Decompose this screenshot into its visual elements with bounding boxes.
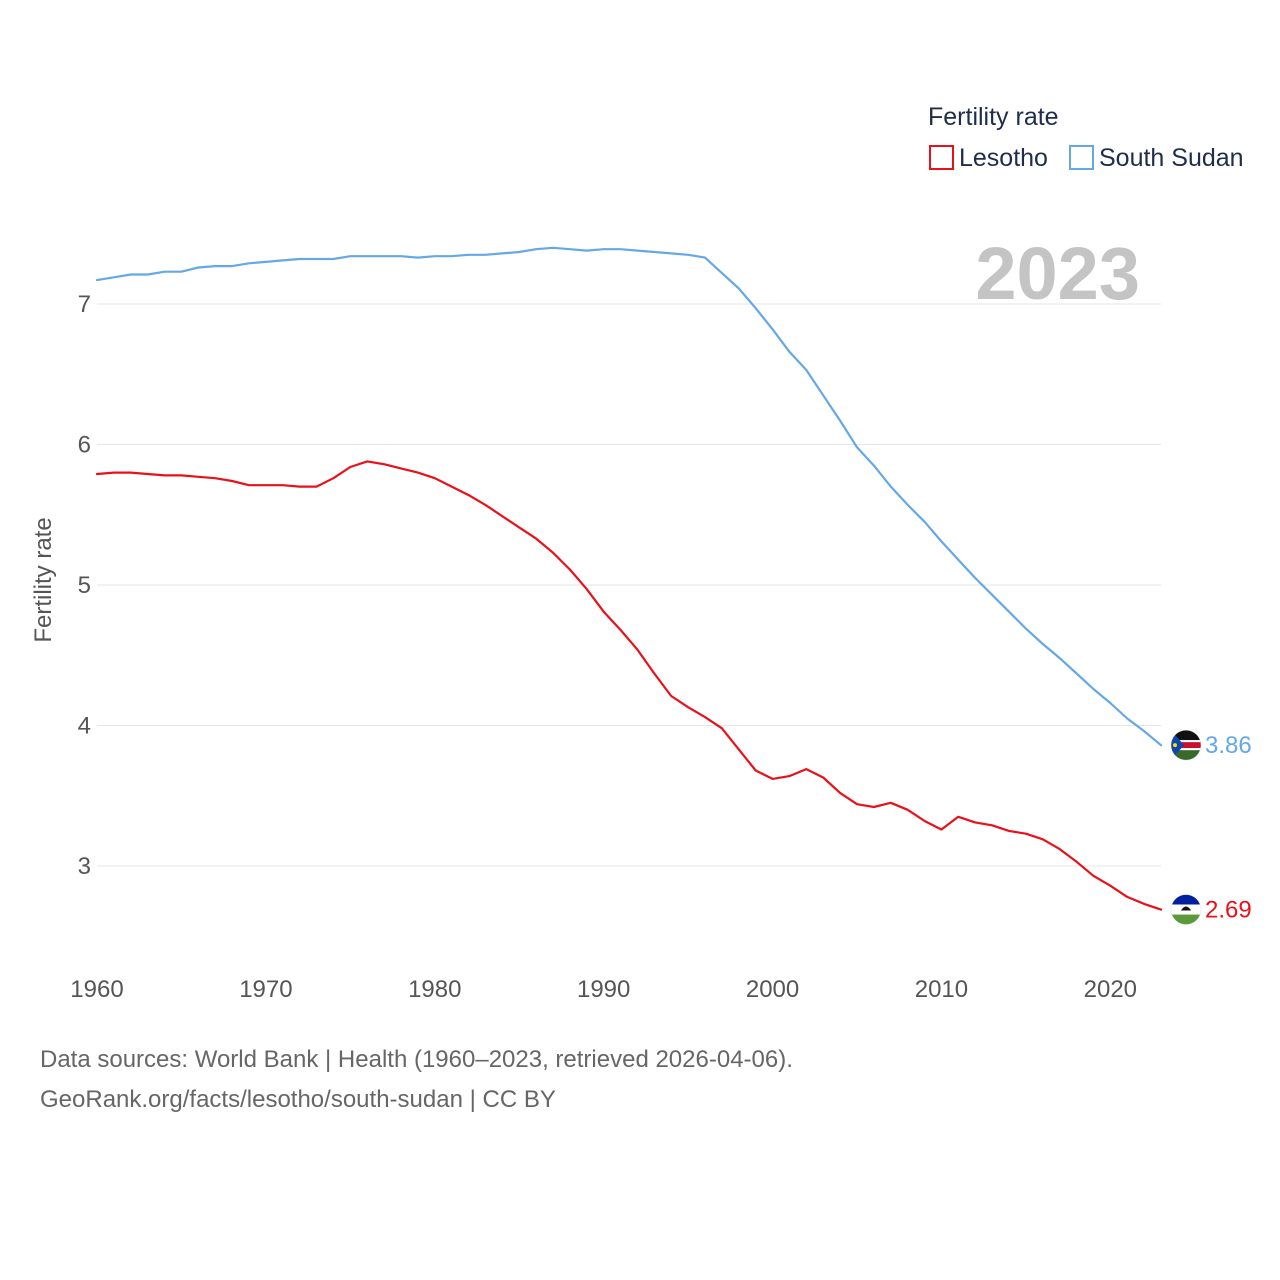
x-tick-label: 2010: [915, 976, 968, 1003]
y-axis-title: Fertility rate: [30, 517, 57, 642]
series-lines: [95, 246, 1163, 911]
end-value-label: 2.69: [1205, 897, 1252, 924]
series-line-south-sudan: [95, 246, 1163, 747]
gridlines: [97, 303, 1161, 867]
x-tick-label: 2020: [1084, 976, 1137, 1003]
series-line-lesotho: [95, 460, 1163, 911]
x-tick-label: 1980: [408, 976, 461, 1003]
footer: Data sources: World Bank | Health (1960–…: [40, 1040, 793, 1120]
end-value-label: 3.86: [1205, 732, 1252, 759]
x-tick-label: 1970: [239, 976, 292, 1003]
legend-swatch: [929, 145, 954, 170]
legend: Fertility rate Lesotho South Sudan: [928, 103, 1244, 172]
legend-label: South Sudan: [1099, 144, 1244, 172]
legend-swatch: [1069, 145, 1094, 170]
x-axis-ticks: 1960 1970 1980 1990 2000 2010 2020: [70, 976, 1137, 1003]
x-tick-label: 2000: [746, 976, 799, 1003]
fertility-rate-chart: 1960 1970 1980 1990 2000 2010 2020 3 4 5 6 7 Ferti…: [30, 103, 1252, 1003]
series-endpoints: 2.69 3.86: [1170, 729, 1252, 925]
y-tick-label: 5: [78, 572, 91, 599]
y-tick-label: 3: [78, 853, 91, 880]
source-link[interactable]: GeoRank.org/facts/lesotho/south-sudan | …: [40, 1086, 556, 1113]
legend-item-lesotho[interactable]: Lesotho: [929, 144, 1048, 172]
legend-label: Lesotho: [959, 144, 1048, 172]
x-tick-label: 1990: [577, 976, 630, 1003]
y-tick-label: 4: [78, 713, 91, 740]
current-year-label: 2023: [975, 232, 1140, 315]
legend-item-south-sudan[interactable]: South Sudan: [1069, 144, 1244, 172]
y-axis-ticks: 3 4 5 6 7: [78, 291, 91, 880]
south-sudan-flag-icon: [1170, 729, 1202, 761]
lesotho-flag-icon: [1170, 894, 1202, 925]
x-tick-label: 1960: [70, 976, 123, 1003]
y-tick-label: 6: [78, 432, 91, 459]
y-tick-label: 7: [78, 291, 91, 318]
data-sources-text: Data sources: World Bank | Health (1960–…: [40, 1046, 793, 1073]
legend-title: Fertility rate: [928, 103, 1059, 131]
